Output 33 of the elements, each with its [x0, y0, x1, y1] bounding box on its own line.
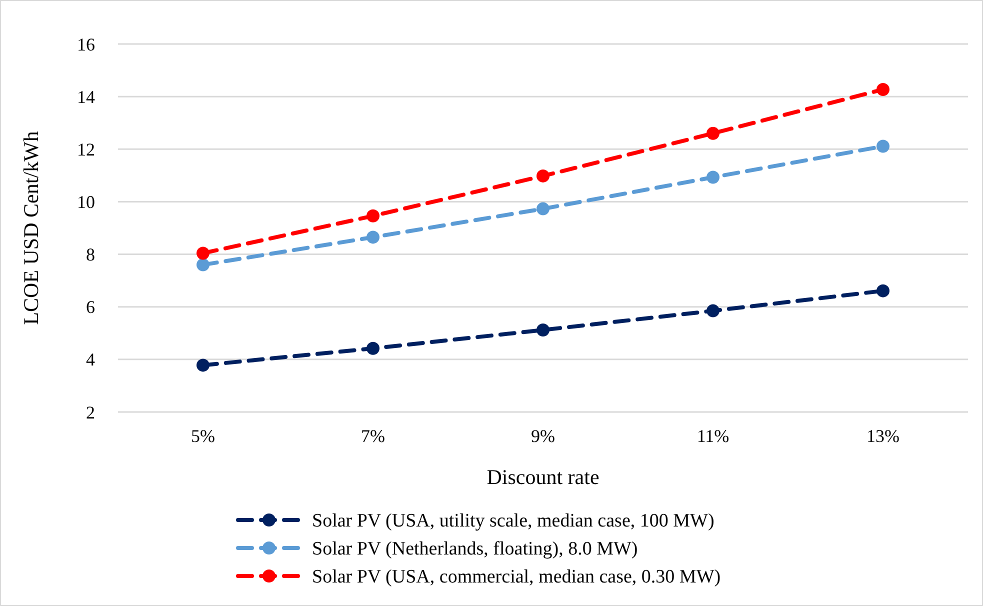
point: [706, 126, 720, 140]
point: [196, 358, 210, 372]
y-tick-label: 10: [77, 192, 95, 212]
y-tick-label: 6: [86, 297, 95, 318]
x-tick-label: 11%: [696, 426, 730, 446]
point: [366, 230, 380, 244]
x-tick-label: 9%: [531, 426, 555, 446]
point: [876, 140, 890, 153]
point: [876, 284, 890, 298]
point: [196, 258, 210, 272]
y-tick-label: 14: [77, 86, 95, 107]
x-tick-label: 13%: [866, 426, 900, 446]
y-tick-label: 12: [77, 139, 95, 160]
x-axis-title: Discount rate: [486, 465, 600, 489]
point: [536, 323, 550, 336]
point: [706, 304, 720, 318]
y-tick-label: 2: [86, 402, 95, 422]
legend-label: Solar PV (Netherlands, floating), 8.0 MW): [312, 538, 638, 560]
point: [366, 209, 380, 222]
y-tick-label: 4: [86, 350, 95, 370]
point: [536, 169, 550, 182]
point: [536, 202, 550, 216]
y-tick-label: 8: [86, 244, 95, 265]
x-tick-label: 7%: [361, 426, 385, 446]
legend-label: Solar PV (USA, utility scale, median case, 100 MW): [312, 510, 714, 532]
point: [876, 82, 890, 96]
point: [706, 170, 720, 184]
point: [366, 342, 380, 355]
x-tick-label: 5%: [191, 426, 215, 446]
y-tick-label: 16: [77, 34, 95, 54]
legend-label: Solar PV (USA, commercial, median case, 0.30 MW): [312, 566, 721, 588]
point: [196, 246, 210, 260]
y-axis-title: LCOE USD Cent/kWh: [19, 130, 43, 325]
